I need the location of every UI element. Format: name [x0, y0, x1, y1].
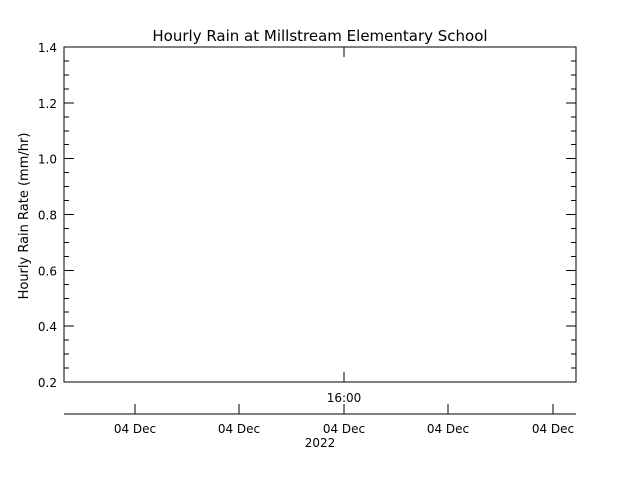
date-tick-label: 04 Dec: [218, 422, 260, 436]
plot-frame: [63, 46, 577, 383]
y-tick-label: 1.4: [38, 41, 57, 55]
date-tick-label: 04 Dec: [427, 422, 469, 436]
y-axis-ticks: 0.2 0.4 0.6 0.8 1.0 1.2 1.4: [38, 41, 576, 390]
date-axis: 04 Dec 04 Dec 04 Dec 04 Dec 04 Dec: [114, 404, 574, 436]
y-tick-label: 0.2: [38, 376, 57, 390]
time-tick-label: 16:00: [327, 391, 362, 405]
y-tick-label: 1.0: [38, 153, 57, 167]
time-axis: 16:00: [327, 47, 362, 405]
date-tick-label: 04 Dec: [532, 422, 574, 436]
y-tick-label: 0.8: [38, 209, 57, 223]
date-tick-label: 04 Dec: [114, 422, 156, 436]
chart-title: Hourly Rain at Millstream Elementary Sch…: [152, 27, 487, 45]
y-tick-label: 0.6: [38, 264, 57, 278]
year-label: 2022: [305, 436, 336, 450]
y-tick-label: 1.2: [38, 97, 57, 111]
y-tick-label: 0.4: [38, 320, 57, 334]
date-tick-label: 04 Dec: [323, 422, 365, 436]
y-axis-label: Hourly Rain Rate (mm/hr): [17, 133, 32, 300]
